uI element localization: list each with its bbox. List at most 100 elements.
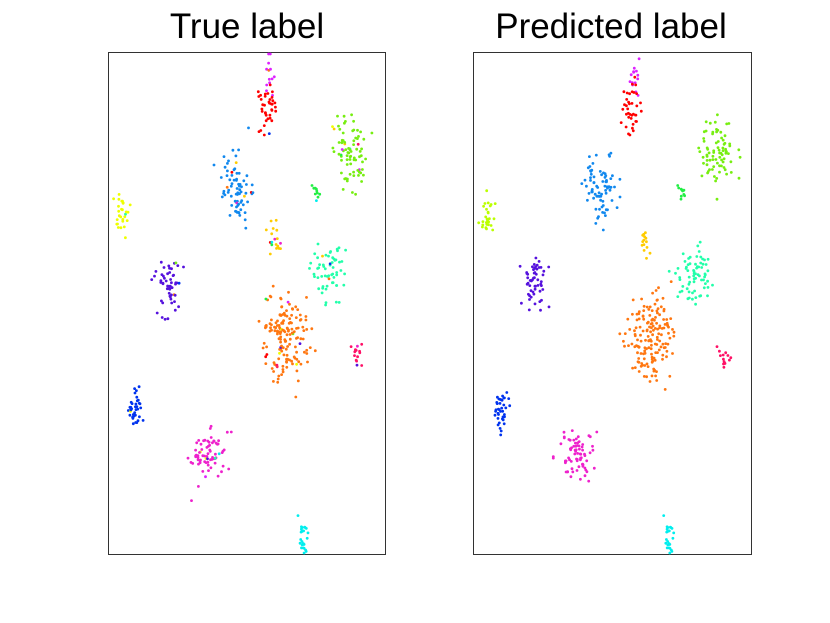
- data-point: [239, 190, 243, 194]
- data-point: [271, 90, 274, 94]
- data-point: [159, 260, 163, 264]
- data-point: [527, 292, 530, 296]
- data-point: [645, 362, 649, 366]
- data-point: [327, 254, 330, 258]
- data-point: [177, 281, 181, 285]
- data-point: [305, 328, 309, 331]
- data-point: [650, 360, 654, 364]
- data-point: [531, 290, 535, 294]
- data-point: [235, 171, 239, 175]
- data-point: [629, 117, 633, 120]
- data-point: [634, 326, 638, 330]
- data-point: [721, 160, 725, 164]
- data-point: [169, 278, 173, 281]
- data-point: [609, 177, 613, 181]
- data-point: [337, 301, 341, 304]
- data-point: [648, 380, 652, 383]
- data-point: [647, 346, 651, 350]
- data-point: [708, 121, 712, 125]
- data-point: [651, 333, 654, 337]
- data-point: [647, 339, 651, 343]
- data-point: [692, 274, 696, 278]
- data-point: [692, 280, 696, 284]
- data-point: [724, 147, 727, 151]
- data-point: [601, 180, 605, 183]
- data-point: [261, 346, 265, 350]
- data-point: [629, 73, 633, 77]
- data-point: [351, 129, 355, 133]
- data-point: [678, 278, 682, 281]
- data-point: [633, 75, 637, 79]
- data-point: [263, 94, 267, 98]
- data-point: [720, 153, 724, 157]
- data-point: [642, 249, 646, 252]
- data-point: [279, 335, 283, 339]
- data-point: [637, 360, 641, 364]
- data-point: [659, 345, 663, 349]
- data-point: [345, 158, 349, 162]
- data-point: [691, 297, 694, 301]
- data-point: [357, 174, 360, 177]
- data-point: [650, 309, 654, 312]
- data-point: [657, 332, 661, 336]
- data-point: [536, 278, 540, 282]
- data-point: [660, 333, 663, 337]
- data-point: [340, 158, 343, 162]
- data-point: [269, 326, 272, 330]
- data-point: [711, 283, 714, 287]
- data-point: [244, 226, 248, 230]
- data-point: [636, 77, 640, 81]
- data-point: [295, 362, 298, 366]
- data-point: [349, 162, 353, 166]
- data-point: [635, 318, 639, 322]
- data-point: [729, 160, 733, 164]
- data-point: [281, 328, 285, 332]
- data-point: [583, 178, 587, 182]
- data-point: [340, 141, 344, 145]
- data-point: [270, 318, 273, 322]
- data-point: [351, 191, 354, 194]
- data-point: [615, 206, 619, 210]
- data-point: [134, 408, 138, 411]
- data-point: [356, 344, 359, 348]
- data-point: [639, 101, 642, 105]
- data-point: [650, 343, 653, 347]
- data-point: [159, 279, 163, 283]
- data-point: [323, 267, 327, 271]
- data-point: [538, 300, 542, 303]
- data-point: [220, 470, 223, 474]
- data-point: [662, 309, 666, 313]
- data-point: [280, 344, 283, 348]
- data-point: [247, 126, 250, 130]
- data-point: [237, 148, 241, 152]
- data-point: [349, 154, 353, 158]
- data-point: [235, 187, 239, 190]
- data-point: [527, 308, 531, 312]
- data-point: [505, 391, 509, 394]
- data-point: [592, 466, 596, 470]
- data-point: [579, 477, 582, 481]
- data-point: [317, 287, 321, 291]
- data-point: [691, 291, 694, 295]
- data-point: [130, 402, 134, 405]
- data-point: [508, 404, 512, 408]
- data-point: [581, 462, 584, 466]
- data-point: [265, 353, 269, 356]
- data-point: [260, 110, 264, 113]
- data-point: [662, 346, 666, 350]
- data-point: [711, 132, 714, 136]
- data-point: [713, 120, 717, 124]
- data-point: [716, 128, 720, 132]
- data-point: [597, 191, 601, 195]
- data-point: [622, 90, 626, 94]
- data-point: [352, 119, 355, 123]
- data-point: [216, 474, 220, 478]
- data-point: [608, 188, 612, 192]
- data-point: [671, 352, 674, 355]
- data-point: [722, 365, 726, 369]
- data-point: [643, 349, 647, 353]
- data-point: [603, 184, 607, 188]
- data-point: [653, 302, 657, 306]
- data-point: [592, 181, 596, 185]
- data-point: [225, 174, 229, 178]
